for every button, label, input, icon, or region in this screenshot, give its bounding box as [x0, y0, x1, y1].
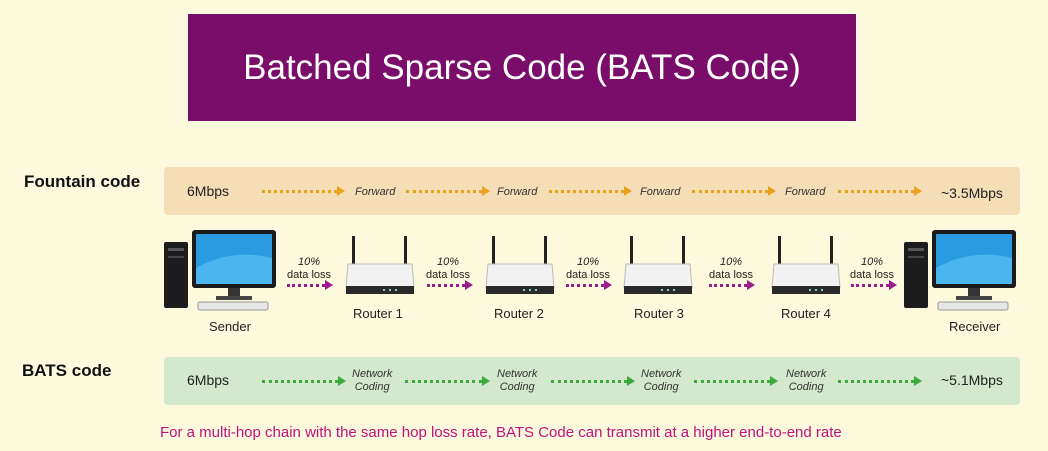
fountain-row-label: Fountain code	[24, 172, 141, 191]
loss-text-1: data loss	[287, 269, 332, 281]
bats-row-label: BATS code	[22, 361, 112, 380]
receiver-label: Receiver	[949, 319, 1001, 334]
bats-arrow-3	[551, 376, 635, 386]
bats-step-1: Network Coding	[352, 368, 393, 393]
loss-text-4: data loss	[709, 269, 754, 281]
router-3-label: Router 3	[634, 306, 684, 321]
bats-arrow-2	[405, 376, 490, 386]
fountain-arrow-1	[262, 186, 345, 196]
fountain-arrow-4	[692, 186, 776, 196]
loss-label-4: 10% data loss	[709, 256, 753, 282]
fountain-arrow-5	[838, 186, 922, 196]
loss-label-3: 10% data loss	[566, 256, 610, 282]
router-3-icon	[623, 236, 693, 294]
loss-pct-3: 10%	[577, 256, 600, 268]
fountain-start-rate: 6Mbps	[187, 183, 230, 199]
page-title: Batched Sparse Code (BATS Code)	[243, 47, 801, 87]
chain-arrow-4	[709, 280, 755, 290]
loss-text-3: data loss	[566, 269, 611, 281]
loss-text-2: data loss	[426, 269, 471, 281]
router-4-icon	[771, 236, 841, 294]
loss-pct-4: 10%	[720, 256, 743, 268]
fountain-arrow-3	[549, 186, 632, 196]
fountain-end-rate: ~3.5Mbps	[941, 185, 1003, 201]
bats-step-4: Network Coding	[786, 368, 827, 393]
title-banner: Batched Sparse Code (BATS Code)	[188, 14, 856, 121]
chain-arrow-2	[427, 280, 473, 290]
loss-text-5: data loss	[850, 269, 895, 281]
fountain-step-2: Forward	[497, 186, 538, 198]
router-1-icon	[345, 236, 415, 294]
chain-arrow-1	[287, 280, 333, 290]
fountain-step-4: Forward	[785, 186, 826, 198]
bats-arrow-1	[262, 376, 346, 386]
bats-arrow-5	[838, 376, 922, 386]
bats-step-2: Network Coding	[497, 368, 538, 393]
sender-label: Sender	[209, 319, 251, 334]
fountain-step-3: Forward	[640, 186, 681, 198]
router-1-label: Router 1	[353, 306, 403, 321]
fountain-arrow-2	[406, 186, 490, 196]
bats-arrow-4	[694, 376, 778, 386]
router-2-icon	[485, 236, 555, 294]
loss-pct-2: 10%	[437, 256, 460, 268]
bats-end-rate: ~5.1Mbps	[941, 372, 1003, 388]
router-4-label: Router 4	[781, 306, 831, 321]
footer-note: For a multi-hop chain with the same hop …	[160, 424, 842, 441]
router-2-label: Router 2	[494, 306, 544, 321]
fountain-step-1: Forward	[355, 186, 396, 198]
loss-label-1: 10% data loss	[287, 256, 331, 282]
loss-pct-1: 10%	[298, 256, 321, 268]
loss-pct-5: 10%	[861, 256, 884, 268]
chain-arrow-5	[851, 280, 897, 290]
loss-label-5: 10% data loss	[850, 256, 894, 282]
receiver-computer-icon	[904, 230, 1016, 311]
chain-arrow-3	[566, 280, 612, 290]
bats-step-3: Network Coding	[641, 368, 682, 393]
sender-computer-icon	[164, 230, 276, 311]
bats-start-rate: 6Mbps	[187, 372, 230, 388]
loss-label-2: 10% data loss	[426, 256, 470, 282]
